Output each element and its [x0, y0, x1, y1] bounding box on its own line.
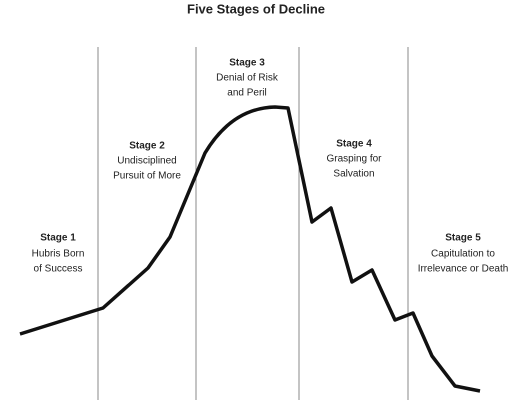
stage-label: Stage 4 [336, 139, 372, 150]
stage-description: Pursuit of More [113, 171, 181, 182]
stage-label: Stage 1 [40, 233, 76, 244]
decline-curve [19, 105, 481, 393]
stage-description: Salvation [333, 169, 374, 180]
stage-description: Denial of Risk [216, 73, 279, 84]
stage-label: Stage 3 [229, 58, 265, 69]
stage-description: of Success [34, 264, 83, 275]
stage-description: Irrelevance or Death [418, 264, 509, 275]
stage-label: Stage 2 [129, 141, 165, 152]
stage-description: Capitulation to [431, 249, 495, 260]
stage-description: and Peril [227, 88, 266, 99]
stage-description: Grasping for [326, 154, 382, 165]
stage-description: Hubris Born [32, 249, 85, 260]
title: Five Stages of Decline [187, 1, 325, 16]
stage-label: Stage 5 [445, 233, 481, 244]
stage-description: Undisciplined [117, 156, 176, 167]
